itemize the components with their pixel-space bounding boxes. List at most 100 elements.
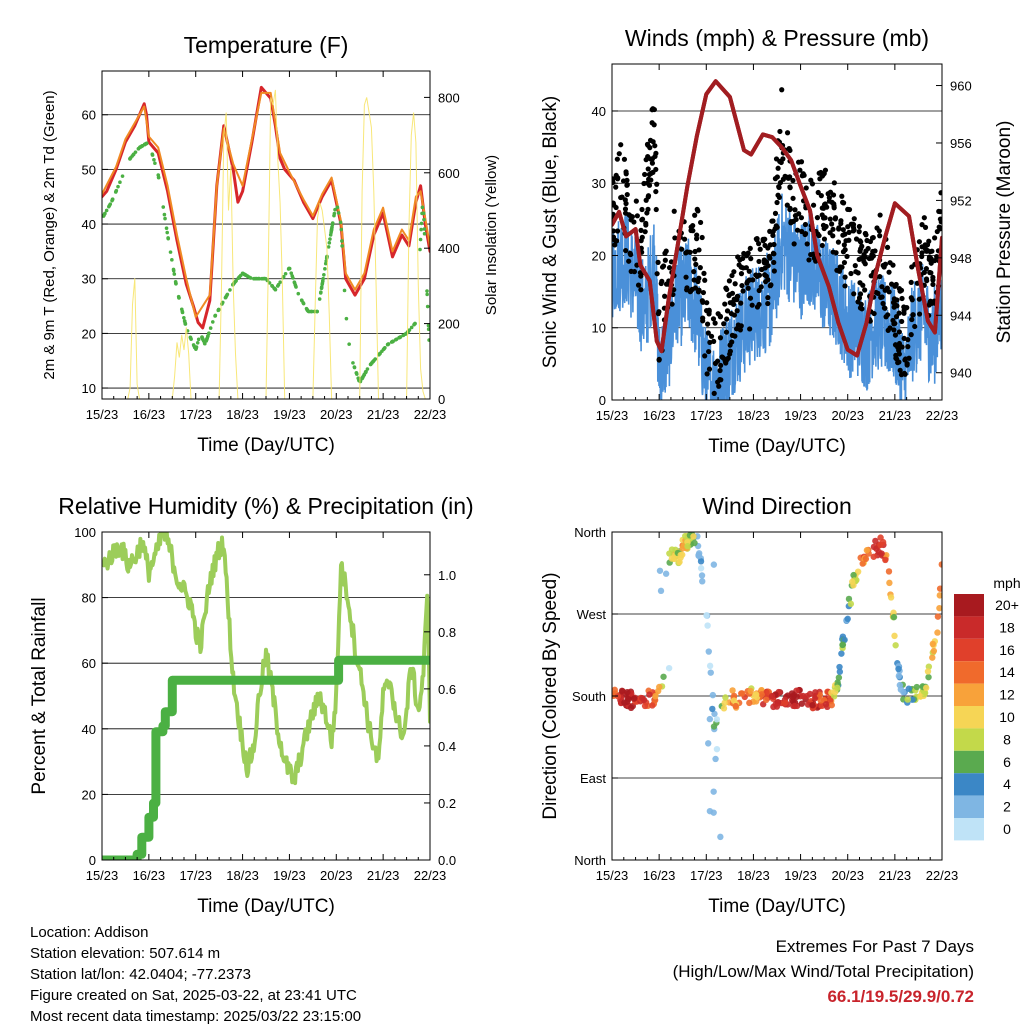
direction-point <box>618 687 626 695</box>
extremes-title: Extremes For Past 7 Days <box>775 937 974 956</box>
series-point-gust <box>926 256 932 262</box>
y-right-tick-label: 0.6 <box>438 682 456 697</box>
series-point-td2m <box>304 306 309 311</box>
series-point-gust <box>638 287 644 293</box>
series-point-gust <box>857 280 863 286</box>
series-point-gust <box>892 342 899 348</box>
legend-title: mph <box>993 575 1020 591</box>
series-point-td2m <box>213 314 217 318</box>
series-point-gust <box>753 236 759 242</box>
direction-point <box>877 541 884 549</box>
direction-point <box>828 701 835 709</box>
x-tick-label: 18/23 <box>737 408 770 423</box>
series-point-gust <box>642 229 648 235</box>
direction-point <box>886 579 893 587</box>
series-point-gust <box>771 259 777 266</box>
direction-point <box>720 705 728 712</box>
series-point-gust <box>631 269 638 275</box>
series-point-td2m <box>299 298 304 302</box>
series-point-td2m <box>236 276 241 281</box>
series-point-gust <box>649 160 656 166</box>
series-point-td2m <box>296 291 301 296</box>
series-point-gust <box>771 268 777 274</box>
direction-point <box>774 699 782 706</box>
series-point-gust <box>774 199 780 206</box>
x-axis-label: Time (Day/UTC) <box>197 435 335 456</box>
y-tick-label: 40 <box>82 217 96 232</box>
direction-point <box>666 550 673 557</box>
legend-swatch <box>954 795 984 818</box>
series-point-gust <box>819 173 825 179</box>
series-point-td2m <box>330 221 335 225</box>
direction-point <box>706 715 714 723</box>
x-tick-label: 20/23 <box>831 868 864 883</box>
y-tick-label: 60 <box>82 656 96 671</box>
series-point-gust <box>836 226 842 232</box>
series-point-gust <box>831 201 837 207</box>
series-point-gust <box>700 318 706 324</box>
direction-point <box>657 587 665 595</box>
series-point-gust <box>643 197 649 203</box>
series-point-gust <box>735 293 741 300</box>
direction-point <box>938 561 942 568</box>
series-point-gust <box>731 269 737 275</box>
y-tick-label: 40 <box>82 722 96 737</box>
series-point-td2m <box>273 287 278 292</box>
series-point-gust <box>728 310 734 317</box>
series-point-gust <box>736 262 742 268</box>
y-tick-label: 20 <box>82 326 96 341</box>
series-point-td2m <box>289 271 294 275</box>
series-point-gust <box>652 143 658 149</box>
direction-point <box>839 641 847 648</box>
series-point-gust <box>662 257 668 263</box>
direction-point <box>925 663 933 670</box>
series-point-gust <box>732 281 738 287</box>
x-tick-label: 15/23 <box>596 408 629 423</box>
series-point-gust <box>777 180 784 186</box>
series-point-gust <box>883 314 889 320</box>
series-point-gust <box>899 295 905 302</box>
direction-point <box>882 556 889 564</box>
direction-point <box>729 687 736 694</box>
direction-point <box>706 662 714 670</box>
series-point-gust <box>784 130 791 136</box>
series-point-gust <box>800 171 806 177</box>
direction-point <box>809 702 816 709</box>
series-point-gust <box>633 198 639 204</box>
series-point-td2m <box>144 142 148 146</box>
direction-point <box>841 636 848 644</box>
x-tick-label: 20/23 <box>831 408 864 423</box>
series-point-td2m <box>332 211 337 216</box>
series-point-gust <box>905 344 911 350</box>
x-tick-label: 18/23 <box>737 868 770 883</box>
series-point-gust <box>892 283 898 289</box>
y-right-tick-label: 0.2 <box>438 796 456 811</box>
series-point-gust <box>887 260 893 266</box>
y-tick-label: 0 <box>599 393 606 408</box>
y-right-tick-label: 400 <box>438 241 460 256</box>
elevation-text: Station elevation: 507.614 m <box>30 945 221 962</box>
direction-point <box>803 692 811 700</box>
series-point-td2m <box>335 205 340 210</box>
series-point-gust <box>923 266 929 272</box>
direction-point <box>836 663 843 671</box>
series-point-gust <box>871 310 877 317</box>
series-point-gust <box>908 279 914 285</box>
series-point-gust <box>916 296 922 302</box>
series-point-gust <box>624 182 630 188</box>
series-point-gust <box>798 215 805 221</box>
legend-label: 20+ <box>995 597 1019 613</box>
series-point-gust <box>831 180 837 186</box>
series-point-gust <box>717 376 723 383</box>
series-point-gust <box>858 256 864 262</box>
direction-point <box>859 560 866 567</box>
direction-point <box>691 539 698 547</box>
series-point-gust <box>840 249 847 255</box>
series-point-td2m <box>168 250 173 254</box>
legend-swatch <box>954 728 984 751</box>
series-point-gust <box>925 247 931 254</box>
direction-point <box>887 594 895 601</box>
series-point-td2m <box>363 370 368 375</box>
series-point-gust <box>699 234 705 241</box>
y-tick-label: 20 <box>82 787 96 802</box>
